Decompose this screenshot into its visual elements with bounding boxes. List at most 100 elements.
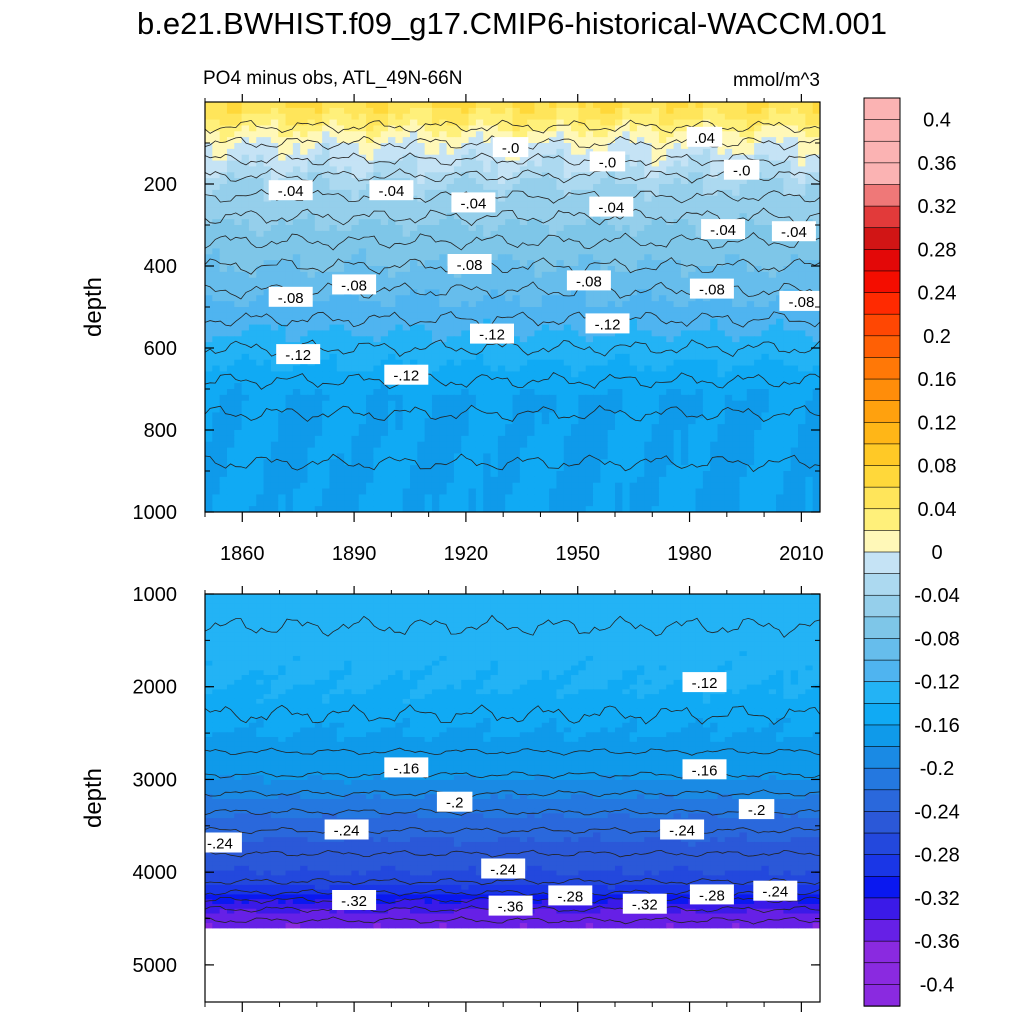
field-cell (468, 172, 477, 179)
field-cell (527, 312, 536, 320)
field-cell (241, 160, 250, 168)
field-cell (380, 301, 389, 308)
field-cell (205, 324, 213, 332)
field-cell (680, 143, 689, 150)
field-cell (307, 113, 316, 121)
field-cell (541, 125, 550, 132)
field-cell (468, 447, 477, 455)
field-cell (666, 201, 675, 209)
field-cell (556, 365, 565, 373)
field-cell (431, 348, 440, 355)
field-cell (688, 359, 697, 367)
field-cell (710, 318, 719, 326)
field-cell (695, 377, 704, 384)
field-cell (351, 131, 360, 138)
field-cell (512, 406, 521, 414)
field-cell (585, 359, 594, 367)
field-cell (497, 195, 506, 203)
field-cell (658, 424, 667, 431)
field-cell (556, 225, 565, 232)
field-cell (527, 359, 536, 367)
field-cell (205, 371, 213, 378)
field-cell (571, 365, 579, 373)
field-cell (658, 353, 667, 361)
field-cell (483, 277, 492, 285)
field-cell (688, 324, 697, 332)
field-cell (527, 236, 536, 244)
field-cell (270, 394, 279, 402)
field-cell (761, 441, 770, 449)
field-cell (395, 230, 404, 238)
field-cell (483, 406, 492, 414)
field-cell (651, 430, 660, 437)
field-cell (329, 113, 338, 121)
field-cell (688, 160, 697, 168)
field-cell (600, 441, 609, 449)
field-cell (300, 400, 309, 408)
field-cell (205, 225, 213, 232)
field-cell (292, 394, 301, 402)
field-cell (417, 184, 426, 191)
field-cell (285, 435, 294, 443)
field-cell (651, 178, 660, 185)
field-cell (549, 195, 558, 203)
field-cell (688, 371, 697, 378)
field-cell (629, 348, 638, 355)
field-cell (292, 406, 301, 414)
field-cell (431, 277, 440, 285)
field-cell (410, 394, 418, 402)
field-cell (585, 307, 594, 314)
field-cell (666, 102, 675, 109)
field-cell (593, 342, 601, 349)
field-cell (732, 430, 741, 437)
field-cell (600, 394, 609, 402)
field-cell (417, 102, 426, 109)
field-cell (336, 230, 345, 238)
field-cell (270, 266, 279, 273)
field-cell (417, 330, 426, 337)
field-cell (388, 318, 396, 326)
field-cell (241, 359, 250, 367)
field-cell (366, 125, 374, 132)
field-cell (519, 248, 528, 255)
field-cell (497, 236, 506, 244)
field-cell (593, 113, 601, 121)
field-cell (417, 201, 426, 209)
field-cell (666, 107, 675, 115)
field-cell (300, 371, 309, 378)
field-cell (746, 248, 755, 255)
field-cell (226, 143, 235, 150)
field-cell (336, 225, 345, 232)
field-cell (593, 371, 601, 378)
field-cell (300, 125, 309, 132)
field-cell (219, 383, 228, 390)
field-cell (790, 148, 799, 156)
field-cell (219, 447, 228, 455)
field-cell (358, 131, 367, 138)
field-cell (219, 213, 228, 220)
field-cell (446, 107, 455, 115)
field-cell (241, 307, 250, 314)
field-cell (314, 166, 323, 173)
field-cell (585, 336, 594, 343)
field-cell (673, 400, 682, 408)
field-cell (483, 283, 492, 291)
field-cell (395, 131, 404, 138)
field-cell (453, 125, 462, 132)
field-cell (622, 125, 631, 132)
field-cell (805, 441, 814, 449)
field-cell (776, 254, 784, 261)
field-cell (329, 107, 338, 115)
field-cell (322, 230, 331, 238)
field-cell (710, 359, 719, 367)
field-cell (724, 318, 733, 326)
field-cell (219, 137, 228, 144)
field-cell (256, 119, 265, 127)
field-cell (585, 184, 594, 191)
field-cell (563, 160, 572, 168)
field-cell (695, 225, 704, 232)
field-cell (805, 184, 814, 191)
field-cell (776, 418, 784, 425)
field-cell (549, 336, 558, 343)
field-cell (534, 189, 543, 197)
